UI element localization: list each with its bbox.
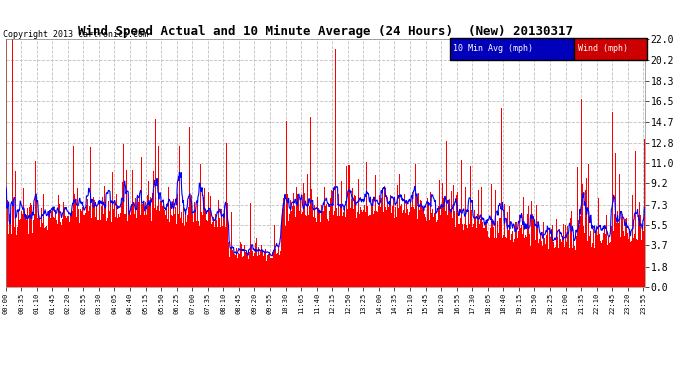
- Title: Wind Speed Actual and 10 Minute Average (24 Hours)  (New) 20130317: Wind Speed Actual and 10 Minute Average …: [78, 25, 573, 38]
- Text: 10 Min Avg (mph): 10 Min Avg (mph): [453, 44, 533, 53]
- Text: Wind (mph): Wind (mph): [578, 44, 627, 53]
- Text: Copyright 2013 Cartronics.com: Copyright 2013 Cartronics.com: [3, 30, 148, 39]
